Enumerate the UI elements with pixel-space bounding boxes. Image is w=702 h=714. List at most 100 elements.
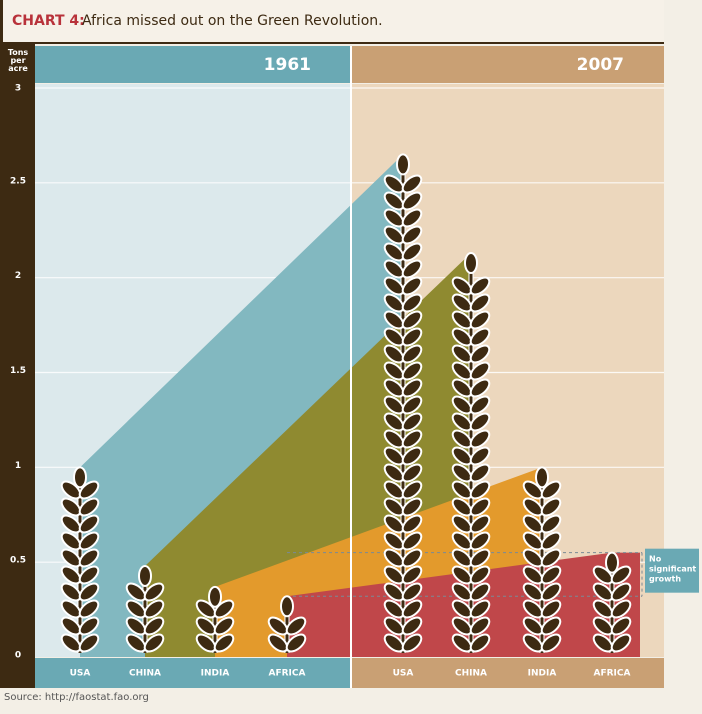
wheat-grain — [535, 466, 549, 489]
wheat-grain — [401, 293, 423, 313]
wheat-grain — [469, 412, 491, 432]
category-band — [351, 658, 664, 688]
wheat-grain — [464, 252, 478, 275]
x-tick-label: CHINA — [129, 669, 161, 679]
wheat-grain — [610, 582, 632, 602]
wheat-grain — [469, 327, 491, 347]
wheat-grain — [540, 616, 562, 636]
wheat-grain — [213, 633, 235, 653]
category-band — [35, 658, 351, 688]
wheat-grain — [208, 585, 222, 608]
wheat-grain — [540, 480, 562, 500]
wheat-grain — [401, 191, 423, 211]
wheat-grain — [401, 548, 423, 568]
panel-title: 2007 — [577, 55, 624, 75]
wheat-grain — [401, 395, 423, 415]
y-tick-label: 2 — [15, 271, 21, 281]
wheat-grain — [469, 582, 491, 602]
wheat-grain — [401, 276, 423, 296]
wheat-grain — [78, 582, 100, 602]
wheat-grain — [143, 582, 165, 602]
wheat-grain — [469, 395, 491, 415]
wheat-grain — [469, 480, 491, 500]
wheat-grain — [78, 531, 100, 551]
wheat-grain — [213, 599, 235, 619]
x-tick-label: AFRICA — [594, 669, 631, 679]
wheat-grain — [540, 599, 562, 619]
wheat-grain — [469, 565, 491, 585]
wheat-grain — [469, 497, 491, 517]
wheat-grain — [78, 599, 100, 619]
wheat-grain — [78, 514, 100, 534]
wheat-grain — [401, 412, 423, 432]
wheat-grain — [401, 174, 423, 194]
x-tick-label: CHINA — [455, 669, 487, 679]
wheat-grain — [401, 429, 423, 449]
x-tick-label: USA — [393, 669, 414, 679]
wheat-grain — [469, 446, 491, 466]
wheat-stalk — [592, 551, 632, 653]
wheat-grain — [540, 582, 562, 602]
wheat-grain — [401, 361, 423, 381]
x-tick-label: USA — [70, 669, 91, 679]
wheat-grain — [540, 633, 562, 653]
y-tick-label: 3 — [15, 84, 21, 94]
wheat-grain — [78, 633, 100, 653]
wheat-grain — [401, 582, 423, 602]
wheat-grain — [78, 480, 100, 500]
wheat-grain — [401, 463, 423, 483]
wheat-grain — [469, 344, 491, 364]
wheat-grain — [469, 276, 491, 296]
wheat-grain — [285, 633, 307, 653]
wheat-grain — [401, 565, 423, 585]
wheat-stalk — [383, 153, 423, 653]
wheat-grain — [401, 531, 423, 551]
y-tick-label: 2.5 — [10, 176, 26, 186]
wheat-grain — [469, 599, 491, 619]
chart-title: Africa missed out on the Green Revolutio… — [82, 13, 383, 29]
title-bar — [0, 0, 664, 42]
wheat-grain — [401, 633, 423, 653]
wheat-grain — [610, 565, 632, 585]
y-tick-label: 1.5 — [10, 366, 26, 376]
wheat-grain — [610, 616, 632, 636]
y-axis-strip — [0, 44, 35, 688]
wheat-stalk — [522, 466, 562, 653]
wheat-grain — [401, 344, 423, 364]
wheat-grain — [610, 599, 632, 619]
annotation-box — [645, 548, 699, 593]
wheat-grain — [540, 514, 562, 534]
wheat-grain — [401, 514, 423, 534]
panel-title: 1961 — [264, 55, 311, 75]
wheat-grain — [401, 310, 423, 330]
wheat-grain — [540, 497, 562, 517]
wheat-grain — [540, 565, 562, 585]
wheat-grain — [469, 361, 491, 381]
wheat-grain — [469, 548, 491, 568]
panel-header — [351, 46, 664, 83]
wheat-grain — [469, 633, 491, 653]
wheat-stalk — [60, 466, 100, 653]
y-tick-label: 0.5 — [10, 556, 26, 566]
plot: 1961 2007 Tons per acre 0 0.5 1 1.5 2 2.5 3 No signif… — [8, 46, 699, 688]
wheat-grain — [401, 616, 423, 636]
y-tick-label: 0 — [15, 651, 21, 661]
wheat-grain — [469, 429, 491, 449]
wheat-grain — [78, 616, 100, 636]
wheat-grain — [401, 480, 423, 500]
wheat-grain — [469, 310, 491, 330]
wheat-grain — [78, 497, 100, 517]
wheat-grain — [285, 616, 307, 636]
wheat-grain — [143, 599, 165, 619]
wheat-grain — [73, 466, 87, 489]
wheat-grain — [469, 531, 491, 551]
wheat-stalk — [267, 595, 307, 653]
wheat-grain — [401, 327, 423, 347]
wheat-grain — [401, 497, 423, 517]
wheat-grain — [401, 599, 423, 619]
panel-header — [35, 46, 351, 83]
wheat-grain — [213, 616, 235, 636]
chart-label: CHART 4: — [12, 13, 85, 29]
wheat-stalk — [451, 252, 491, 653]
wheat-grain — [469, 514, 491, 534]
